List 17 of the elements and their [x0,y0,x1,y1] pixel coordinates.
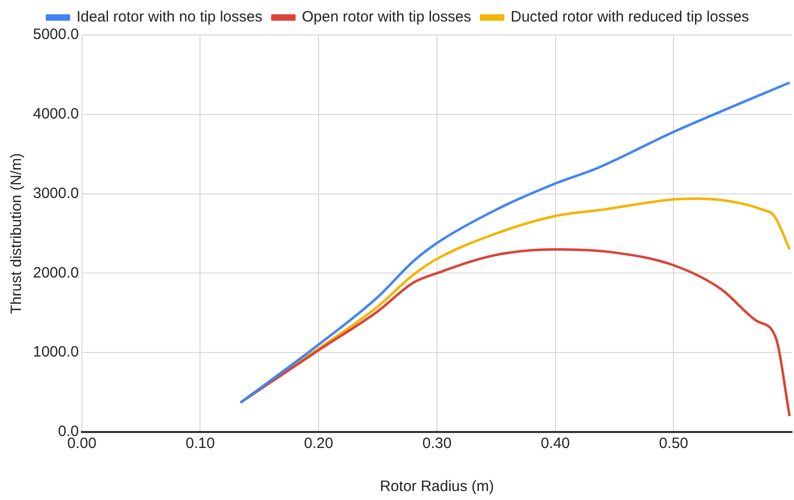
line-series [239,81,791,404]
x-tick-label: 0.50 [659,435,688,452]
legend-label: Open rotor with tip losses [302,8,472,26]
x-tick-label: 0.20 [304,435,334,452]
y-tick-label: 1000.0 [32,344,79,361]
y-tick-label: 5000.0 [32,26,79,44]
x-tick-label: 0.10 [186,435,215,452]
legend-label: Ideal rotor with no tip losses [76,8,262,26]
line-series [239,248,791,418]
x-axis-title: Rotor Radius (m) [380,478,494,496]
y-axis-title: Thrust distribution (N/m) [8,153,26,314]
x-tick-label: 0.40 [540,435,570,452]
y-tick-label: 2000.0 [32,264,79,282]
y-tick-label: 4000.0 [32,106,79,123]
legend-label: Ducted rotor with reduced tip losses [510,8,750,26]
y-tick-label: 3000.0 [32,184,79,202]
x-tick-label: 0.30 [422,435,452,452]
